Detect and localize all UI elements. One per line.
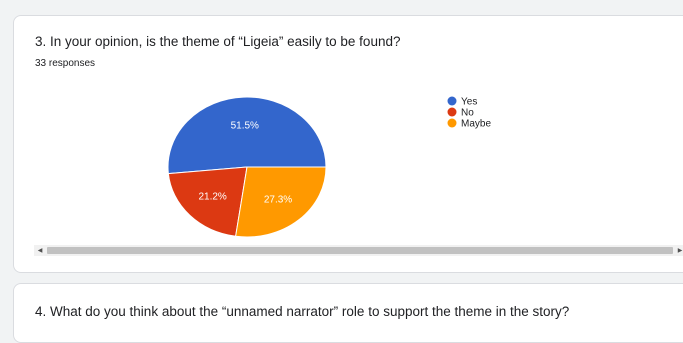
response-count: 33 responses — [35, 58, 96, 69]
pie-slice-no[interactable] — [167, 166, 248, 237]
pie-slice-maybe[interactable] — [235, 166, 327, 238]
legend-label-no[interactable]: No — [461, 108, 474, 119]
slice-label-yes: 51.5% — [231, 121, 259, 132]
horizontal-scrollbar[interactable]: ◀ ▶ — [34, 245, 683, 256]
legend-swatch-maybe — [447, 118, 457, 128]
scroll-right-icon[interactable]: ▶ — [677, 248, 683, 254]
question-4-card: 4. What do you think about the “unnamed … — [13, 283, 683, 343]
pie-slice-yes[interactable] — [167, 96, 327, 175]
question-4-title: 4. What do you think about the “unnamed … — [35, 304, 570, 319]
slice-label-maybe: 27.3% — [264, 194, 292, 205]
scroll-thumb[interactable] — [47, 247, 673, 254]
legend-label-yes[interactable]: Yes — [461, 97, 477, 108]
slice-label-no: 21.2% — [198, 191, 226, 202]
question-3-card: 3. In your opinion, is the theme of “Lig… — [13, 15, 683, 273]
scroll-left-icon[interactable]: ◀ — [37, 248, 43, 254]
legend-swatch-no — [447, 107, 457, 117]
question-3-title: 3. In your opinion, is the theme of “Lig… — [35, 34, 401, 49]
legend-swatch-yes — [447, 96, 457, 106]
legend-label-maybe[interactable]: Maybe — [461, 119, 491, 130]
